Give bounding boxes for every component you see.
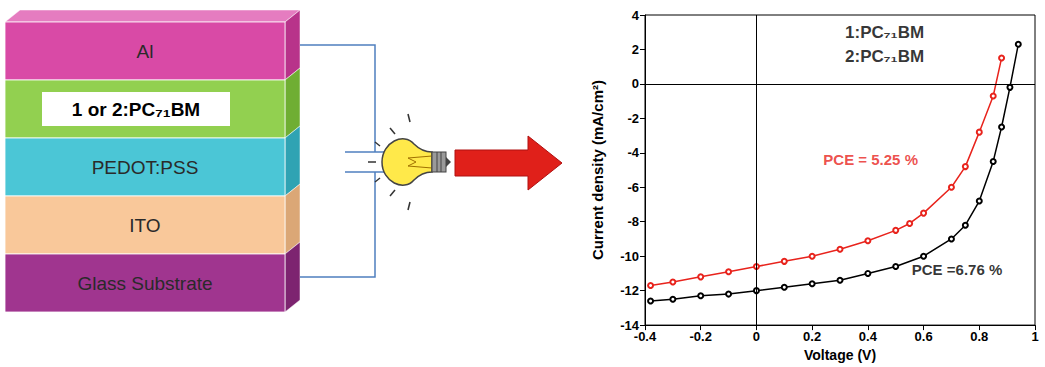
svg-text:1: 1 <box>1031 329 1038 344</box>
svg-text:-6: -6 <box>627 180 639 195</box>
svg-text:PCE = 5.25 %: PCE = 5.25 % <box>823 151 918 168</box>
svg-text:-0.4: -0.4 <box>634 329 657 344</box>
svg-text:4: 4 <box>632 8 640 23</box>
svg-text:Al: Al <box>137 41 154 62</box>
svg-text:0.2: 0.2 <box>803 329 821 344</box>
svg-text:-4: -4 <box>627 145 639 160</box>
svg-text:-10: -10 <box>620 249 639 264</box>
svg-text:1:PC₇₁BM: 1:PC₇₁BM <box>845 23 924 42</box>
svg-text:0.6: 0.6 <box>915 329 933 344</box>
svg-text:-0.2: -0.2 <box>690 329 712 344</box>
svg-text:Glass Substrate: Glass Substrate <box>77 273 212 294</box>
svg-text:2: 2 <box>632 42 639 57</box>
svg-text:ITO: ITO <box>129 215 160 236</box>
svg-text:2:PC₇₁BM: 2:PC₇₁BM <box>845 47 924 66</box>
svg-text:-14: -14 <box>620 317 639 333</box>
svg-text:0.8: 0.8 <box>970 329 988 344</box>
svg-text:0.4: 0.4 <box>859 329 878 344</box>
svg-text:0: 0 <box>753 329 760 344</box>
svg-text:PEDOT:PSS: PEDOT:PSS <box>92 157 199 178</box>
svg-text:-2: -2 <box>627 111 639 126</box>
svg-text:0: 0 <box>632 76 639 91</box>
svg-text:1 or 2:PC₇₁BM: 1 or 2:PC₇₁BM <box>72 99 200 120</box>
svg-text:PCE =6.76 %: PCE =6.76 % <box>912 261 1002 278</box>
svg-text:Current density (mA/cm²): Current density (mA/cm²) <box>589 80 606 260</box>
svg-text:Voltage (V): Voltage (V) <box>804 347 876 363</box>
svg-text:-12: -12 <box>620 283 639 298</box>
svg-text:-8: -8 <box>627 214 639 229</box>
